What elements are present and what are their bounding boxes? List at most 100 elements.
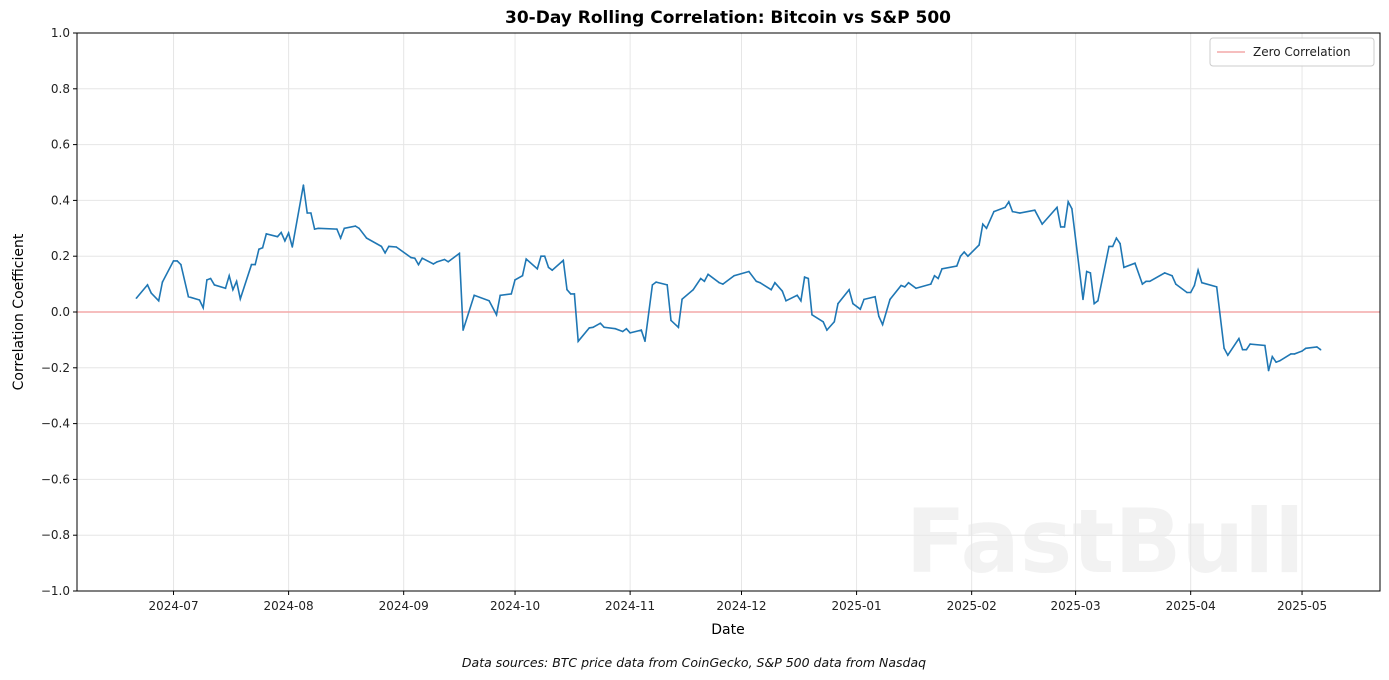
data-point [703, 280, 706, 283]
data-point [1267, 369, 1270, 372]
data-point [826, 329, 828, 331]
data-point [239, 298, 242, 300]
x-tick-label: 2024-10 [490, 599, 540, 613]
data-point [202, 307, 204, 309]
legend-box [1209, 37, 1375, 67]
x-tick-label: 2024-07 [148, 599, 198, 613]
data-point [1305, 347, 1307, 350]
data-point [1238, 337, 1240, 340]
data-point [135, 297, 138, 299]
data-point [807, 277, 810, 280]
data-point [302, 184, 305, 186]
data-source-footer: Data sources: BTC price data from CoinGe… [462, 655, 926, 670]
data-point [157, 300, 160, 302]
data-point [699, 277, 702, 280]
data-point [187, 295, 190, 298]
data-point [863, 298, 865, 301]
data-point [358, 227, 360, 230]
y-tick-label: −0.8 [41, 528, 70, 542]
data-point [1134, 262, 1136, 265]
data-point [956, 265, 958, 267]
data-point [462, 329, 464, 331]
data-point [521, 274, 524, 277]
data-point [1082, 298, 1084, 301]
y-tick-label: 0.8 [51, 82, 70, 96]
x-tick-label: 2025-01 [832, 599, 882, 613]
data-point [1171, 274, 1173, 277]
data-point [1067, 201, 1069, 203]
data-point [833, 321, 836, 323]
data-point [265, 233, 268, 235]
data-point [514, 279, 516, 281]
data-point [722, 283, 724, 285]
data-point [1249, 343, 1251, 345]
data-point [447, 261, 450, 263]
data-point [432, 263, 435, 265]
data-point [1193, 284, 1196, 287]
data-point [499, 294, 502, 297]
x-tick-label: 2025-02 [947, 599, 997, 613]
data-point [176, 260, 178, 262]
data-point [573, 293, 576, 295]
data-point [150, 292, 152, 294]
data-point [907, 281, 910, 284]
data-point [655, 281, 657, 283]
data-point [343, 227, 346, 230]
data-point [280, 231, 283, 234]
data-point [614, 327, 617, 330]
data-point [774, 281, 776, 284]
data-point [1108, 245, 1110, 248]
data-point [978, 244, 980, 246]
data-point [1041, 223, 1043, 225]
data-point [967, 255, 969, 257]
data-point [599, 322, 602, 325]
data-point [495, 314, 498, 316]
data-point [1189, 291, 1192, 294]
data-point [198, 299, 201, 301]
data-point [213, 284, 216, 286]
data-point [904, 286, 906, 288]
x-tick-label: 2025-03 [1051, 599, 1101, 613]
data-point [276, 235, 279, 238]
data-point [1063, 226, 1066, 228]
data-point [959, 255, 962, 257]
data-point [781, 290, 784, 292]
data-point [310, 212, 312, 214]
series-line [135, 184, 1322, 371]
data-point [811, 314, 813, 316]
data-point [666, 284, 668, 286]
data-point [525, 258, 527, 260]
data-point [670, 319, 672, 322]
data-point [692, 288, 694, 291]
data-point [1201, 281, 1203, 284]
data-point [707, 273, 709, 276]
data-point [848, 288, 850, 291]
data-point [822, 321, 824, 323]
data-point [543, 255, 546, 257]
data-point [458, 252, 461, 255]
data-point [577, 340, 579, 343]
data-point [317, 227, 320, 230]
data-point [677, 326, 680, 329]
data-point [1034, 209, 1036, 211]
data-point [621, 330, 624, 333]
data-point [551, 269, 553, 272]
data-point [1145, 280, 1147, 283]
data-point [1089, 272, 1092, 274]
data-point [1264, 344, 1266, 347]
data-point [384, 252, 386, 254]
y-tick-label: −1.0 [41, 584, 70, 598]
data-point [985, 227, 988, 230]
y-axis: −1.0 −0.8 −0.6 −0.4 −0.2 0.0 0.2 0.4 0.6 0.8 1.0 [41, 26, 77, 598]
data-point [254, 263, 256, 266]
data-point [536, 268, 539, 270]
data-point [1163, 272, 1166, 274]
data-point [644, 340, 646, 343]
x-tick-label: 2024-12 [716, 599, 766, 613]
y-tick-label: −0.6 [41, 472, 70, 486]
data-point [859, 308, 862, 311]
data-point [547, 266, 550, 269]
data-point [837, 302, 839, 305]
data-point [224, 287, 227, 290]
